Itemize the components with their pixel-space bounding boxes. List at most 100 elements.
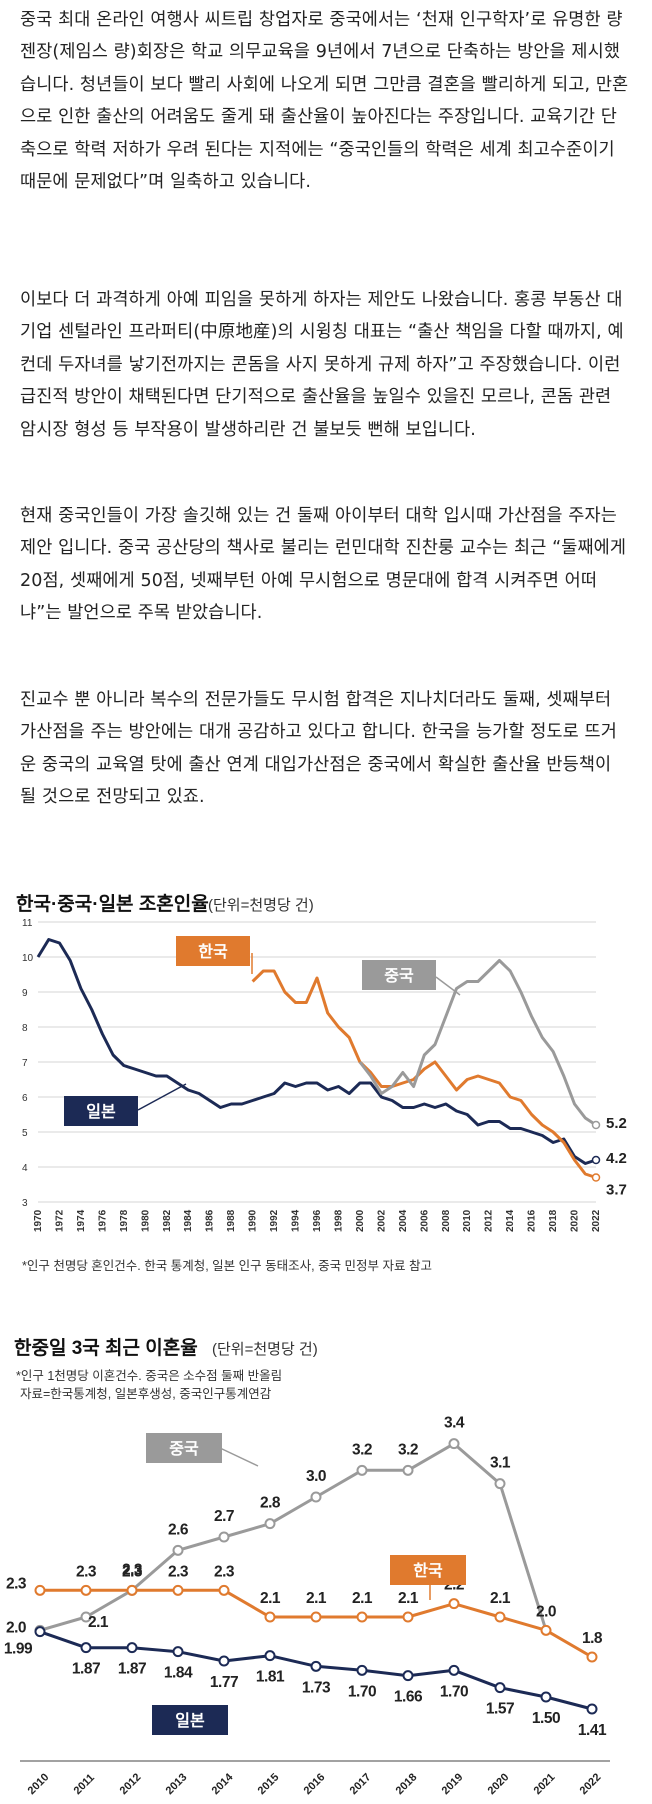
data-point (34, 1584, 46, 1596)
legend-tag-일본 (152, 1705, 228, 1735)
data-point (356, 1664, 368, 1676)
data-label: 2.0 (6, 1619, 26, 1636)
x-tick-label: 1970 (33, 1209, 44, 1232)
article-paragraph: 현재 중국인들이 가장 솔깃해 있는 건 둘째 아이부터 대학 입시때 가산점을… (20, 506, 627, 624)
x-tick-label: 2010 (26, 1771, 52, 1797)
data-label: 1.81 (256, 1669, 285, 1686)
chart-footnote: *인구 천명당 혼인건수. 한국 통계청, 일본 인구 동태조사, 중국 민정부… (22, 1258, 432, 1273)
data-label: 1.99 (4, 1641, 33, 1658)
y-tick-label: 10 (22, 953, 34, 964)
data-point (402, 1611, 414, 1623)
data-label: 2.7 (214, 1508, 234, 1525)
data-label: 1.70 (348, 1683, 376, 1700)
data-label: 2.0 (536, 1603, 556, 1620)
data-point (310, 1611, 322, 1623)
x-tick-label: 1980 (140, 1209, 151, 1232)
data-label: 2.1 (260, 1590, 281, 1607)
data-label: 1.57 (486, 1701, 514, 1718)
y-tick-label: 4 (22, 1163, 28, 1174)
data-label: 3.2 (352, 1441, 372, 1458)
data-point (80, 1584, 92, 1596)
legend-label: 한국 (413, 1561, 443, 1580)
data-point (310, 1491, 322, 1503)
data-label: 2.1 (352, 1590, 373, 1607)
data-label: 3.4 (444, 1415, 465, 1432)
series-line-일본 (36, 938, 597, 1165)
data-label: 2.8 (260, 1495, 281, 1512)
data-label: 2.1 (88, 1614, 109, 1631)
data-label: 1.8 (582, 1630, 603, 1647)
x-tick-label: 1986 (205, 1209, 216, 1232)
data-point (126, 1642, 138, 1654)
x-tick-label: 2014 (505, 1209, 516, 1232)
data-label: 3.2 (398, 1441, 418, 1458)
x-tick-label: 2011 (72, 1772, 97, 1797)
data-point (264, 1518, 276, 1530)
data-point (448, 1438, 460, 1450)
legend-connector (219, 1447, 259, 1467)
data-point (172, 1584, 184, 1596)
x-tick-label: 2012 (484, 1209, 495, 1232)
data-point (540, 1691, 552, 1703)
x-tick-label: 1992 (269, 1209, 280, 1232)
x-tick-label: 2016 (302, 1771, 328, 1797)
x-tick-label: 2017 (348, 1771, 374, 1797)
x-tick-label: 2020 (570, 1209, 581, 1232)
data-label: 3.0 (306, 1468, 326, 1485)
article-paragraph: 중국 최대 온라인 여행사 씨트립 창업자로 중국에서는 ‘천재 인구학자’로 … (20, 10, 629, 193)
legend-tag-한국 (390, 1555, 466, 1585)
legend-tag-중국 (362, 960, 436, 990)
data-point (264, 1611, 276, 1623)
y-tick-label: 9 (22, 988, 28, 999)
x-tick-label: 1974 (76, 1209, 87, 1232)
x-tick-label: 1998 (333, 1209, 344, 1232)
data-label: 1.50 (532, 1710, 560, 1727)
chart-note: 자료=한국통계청, 일본후생성, 중국인구통계연감 (20, 1387, 272, 1401)
data-point (80, 1642, 92, 1654)
article-paragraph: 진교수 뿐 아니라 복수의 전문가들도 무시험 합격은 지나치더라도 둘째, 셋… (20, 690, 617, 808)
x-tick-label: 2004 (398, 1209, 409, 1232)
x-tick-label: 2022 (578, 1771, 604, 1797)
series-line-중국 (358, 959, 597, 1127)
x-tick-label: 1996 (312, 1209, 323, 1232)
data-label: 3.1 (490, 1455, 511, 1472)
y-tick-label: 6 (22, 1093, 28, 1104)
x-tick-label: 2006 (419, 1209, 430, 1232)
x-tick-label: 1984 (183, 1209, 194, 1232)
data-label: 1.77 (210, 1674, 238, 1691)
data-point (586, 1703, 598, 1715)
data-point (218, 1655, 230, 1667)
x-tick-label: 1976 (97, 1209, 108, 1232)
x-tick-label: 1972 (54, 1209, 65, 1232)
x-tick-label: 2010 (462, 1209, 473, 1232)
data-label: 2.6 (168, 1521, 189, 1538)
data-label: 2.3 (168, 1563, 189, 1580)
x-tick-label: 1978 (119, 1209, 130, 1232)
data-point (310, 1660, 322, 1672)
x-tick-label: 2018 (394, 1771, 420, 1797)
x-tick-label: 1990 (248, 1209, 259, 1232)
series-line-한국 (251, 969, 597, 1179)
x-tick-label: 2016 (527, 1209, 538, 1232)
data-label: 2.3 (6, 1575, 27, 1592)
x-tick-label: 2002 (376, 1209, 387, 1232)
chart-title: 한중일 3국 최근 이혼율 (14, 1336, 198, 1359)
data-point (448, 1664, 460, 1676)
data-label: 1.73 (302, 1679, 331, 1696)
data-point (356, 1464, 368, 1476)
data-label: 1.41 (578, 1722, 607, 1739)
data-label: 1.84 (164, 1665, 193, 1682)
chart-unit: (단위=천명당 건) (208, 897, 314, 914)
series-end-label: 4.2 (606, 1150, 627, 1167)
legend-tag-일본 (64, 1096, 138, 1126)
x-tick-label: 1994 (291, 1209, 302, 1232)
series-end-label: 3.7 (606, 1182, 627, 1199)
y-tick-label: 8 (22, 1023, 28, 1034)
legend-label: 일본 (175, 1712, 205, 1730)
x-tick-label: 2022 (591, 1209, 602, 1232)
data-label: 2.3 (122, 1563, 143, 1580)
data-label: 1.70 (440, 1683, 468, 1700)
legend-tag-중국 (146, 1433, 222, 1463)
data-label: 1.87 (72, 1661, 100, 1678)
x-tick-label: 2020 (486, 1771, 512, 1797)
